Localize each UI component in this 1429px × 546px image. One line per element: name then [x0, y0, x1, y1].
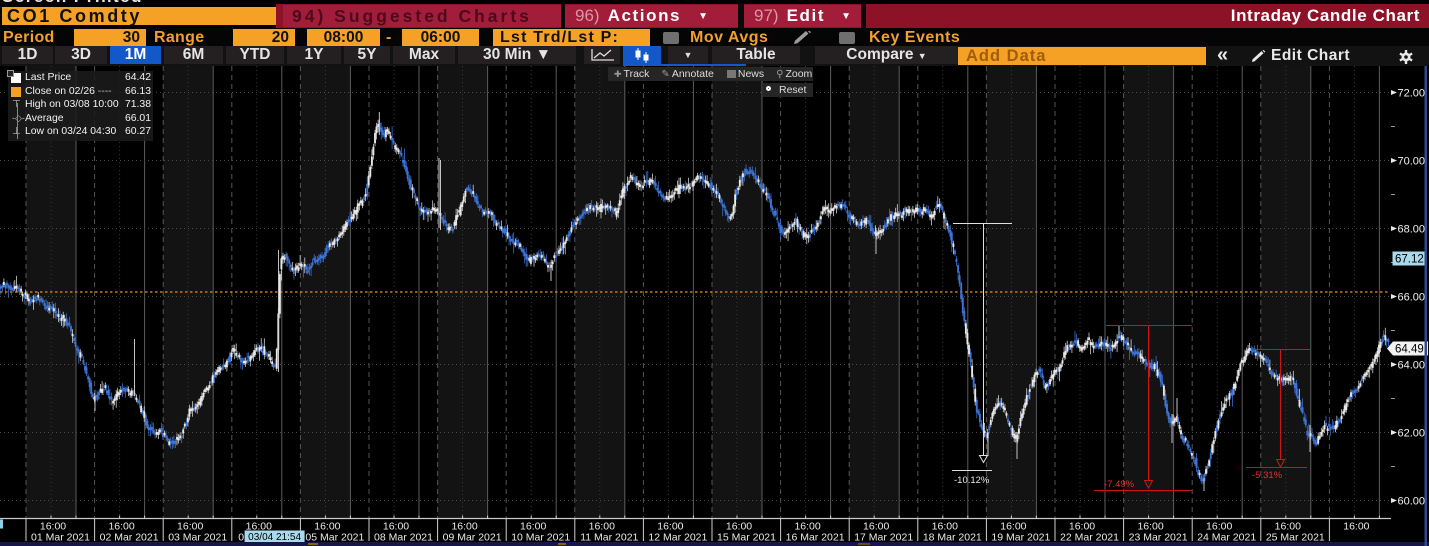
svg-text:22 Mar 2021: 22 Mar 2021: [1060, 532, 1119, 544]
svg-text:23 Mar 2021: 23 Mar 2021: [1129, 532, 1188, 544]
svg-text:64.49: 64.49: [1395, 344, 1424, 356]
svg-text:16:00: 16:00: [726, 521, 752, 533]
svg-text:72.00: 72.00: [1398, 88, 1426, 100]
svg-text:16:00: 16:00: [1275, 521, 1301, 533]
svg-text:25 Mar 2021: 25 Mar 2021: [1266, 532, 1325, 544]
svg-text:0: 0: [238, 532, 244, 544]
svg-text:16:00: 16:00: [863, 521, 889, 533]
svg-text:15 Mar 2021: 15 Mar 2021: [717, 532, 776, 544]
svg-text:16:00: 16:00: [246, 521, 272, 533]
svg-text:10 Mar 2021: 10 Mar 2021: [511, 532, 570, 544]
svg-text:-10.12%: -10.12%: [954, 475, 990, 486]
svg-text:17 Mar 2021: 17 Mar 2021: [854, 532, 913, 544]
svg-text:16:00: 16:00: [1069, 521, 1095, 533]
svg-text:67.12: 67.12: [1395, 254, 1424, 266]
svg-text:02 Mar 2021: 02 Mar 2021: [100, 532, 159, 544]
svg-text:-5.31%: -5.31%: [1252, 470, 1283, 481]
svg-text:16:00: 16:00: [108, 521, 134, 533]
svg-text:68.00: 68.00: [1398, 224, 1426, 236]
svg-text:16:00: 16:00: [451, 521, 477, 533]
svg-text:11 Mar 2021: 11 Mar 2021: [580, 532, 638, 544]
svg-text:16:00: 16:00: [589, 521, 615, 533]
svg-text:24 Mar 2021: 24 Mar 2021: [1197, 532, 1256, 544]
svg-text:64.00: 64.00: [1398, 360, 1426, 372]
svg-text:08 Mar 2021: 08 Mar 2021: [374, 532, 433, 544]
svg-text:16:00: 16:00: [1343, 521, 1369, 533]
svg-text:01 Mar 2021: 01 Mar 2021: [31, 532, 90, 544]
svg-text:16:00: 16:00: [520, 521, 546, 533]
svg-text:09 Mar 2021: 09 Mar 2021: [443, 532, 502, 544]
svg-text:70.00: 70.00: [1398, 156, 1426, 168]
svg-text:19 Mar 2021: 19 Mar 2021: [991, 532, 1050, 544]
svg-text:16:00: 16:00: [1206, 521, 1232, 533]
svg-text:16:00: 16:00: [1137, 521, 1163, 533]
svg-text:05 Mar 2021: 05 Mar 2021: [305, 532, 364, 544]
svg-text:16:00: 16:00: [1000, 521, 1026, 533]
svg-text:66.00: 66.00: [1398, 292, 1426, 304]
svg-text:16:00: 16:00: [657, 521, 683, 533]
svg-text:16:00: 16:00: [932, 521, 958, 533]
svg-text:16 Mar 2021: 16 Mar 2021: [786, 532, 845, 544]
svg-text:03 Mar 2021: 03 Mar 2021: [168, 532, 227, 544]
svg-text:16:00: 16:00: [40, 521, 66, 533]
svg-text:18 Mar 2021: 18 Mar 2021: [923, 532, 982, 544]
svg-text:16:00: 16:00: [314, 521, 340, 533]
svg-text:62.00: 62.00: [1398, 428, 1426, 440]
svg-text:60.00: 60.00: [1398, 496, 1426, 508]
svg-text:-7.49%: -7.49%: [1104, 479, 1135, 490]
svg-text:12 Mar 2021: 12 Mar 2021: [648, 532, 707, 544]
svg-text:16:00: 16:00: [383, 521, 409, 533]
svg-text:03/04 21:54: 03/04 21:54: [248, 532, 301, 543]
svg-text:16:00: 16:00: [794, 521, 820, 533]
svg-text:16:00: 16:00: [177, 521, 203, 533]
